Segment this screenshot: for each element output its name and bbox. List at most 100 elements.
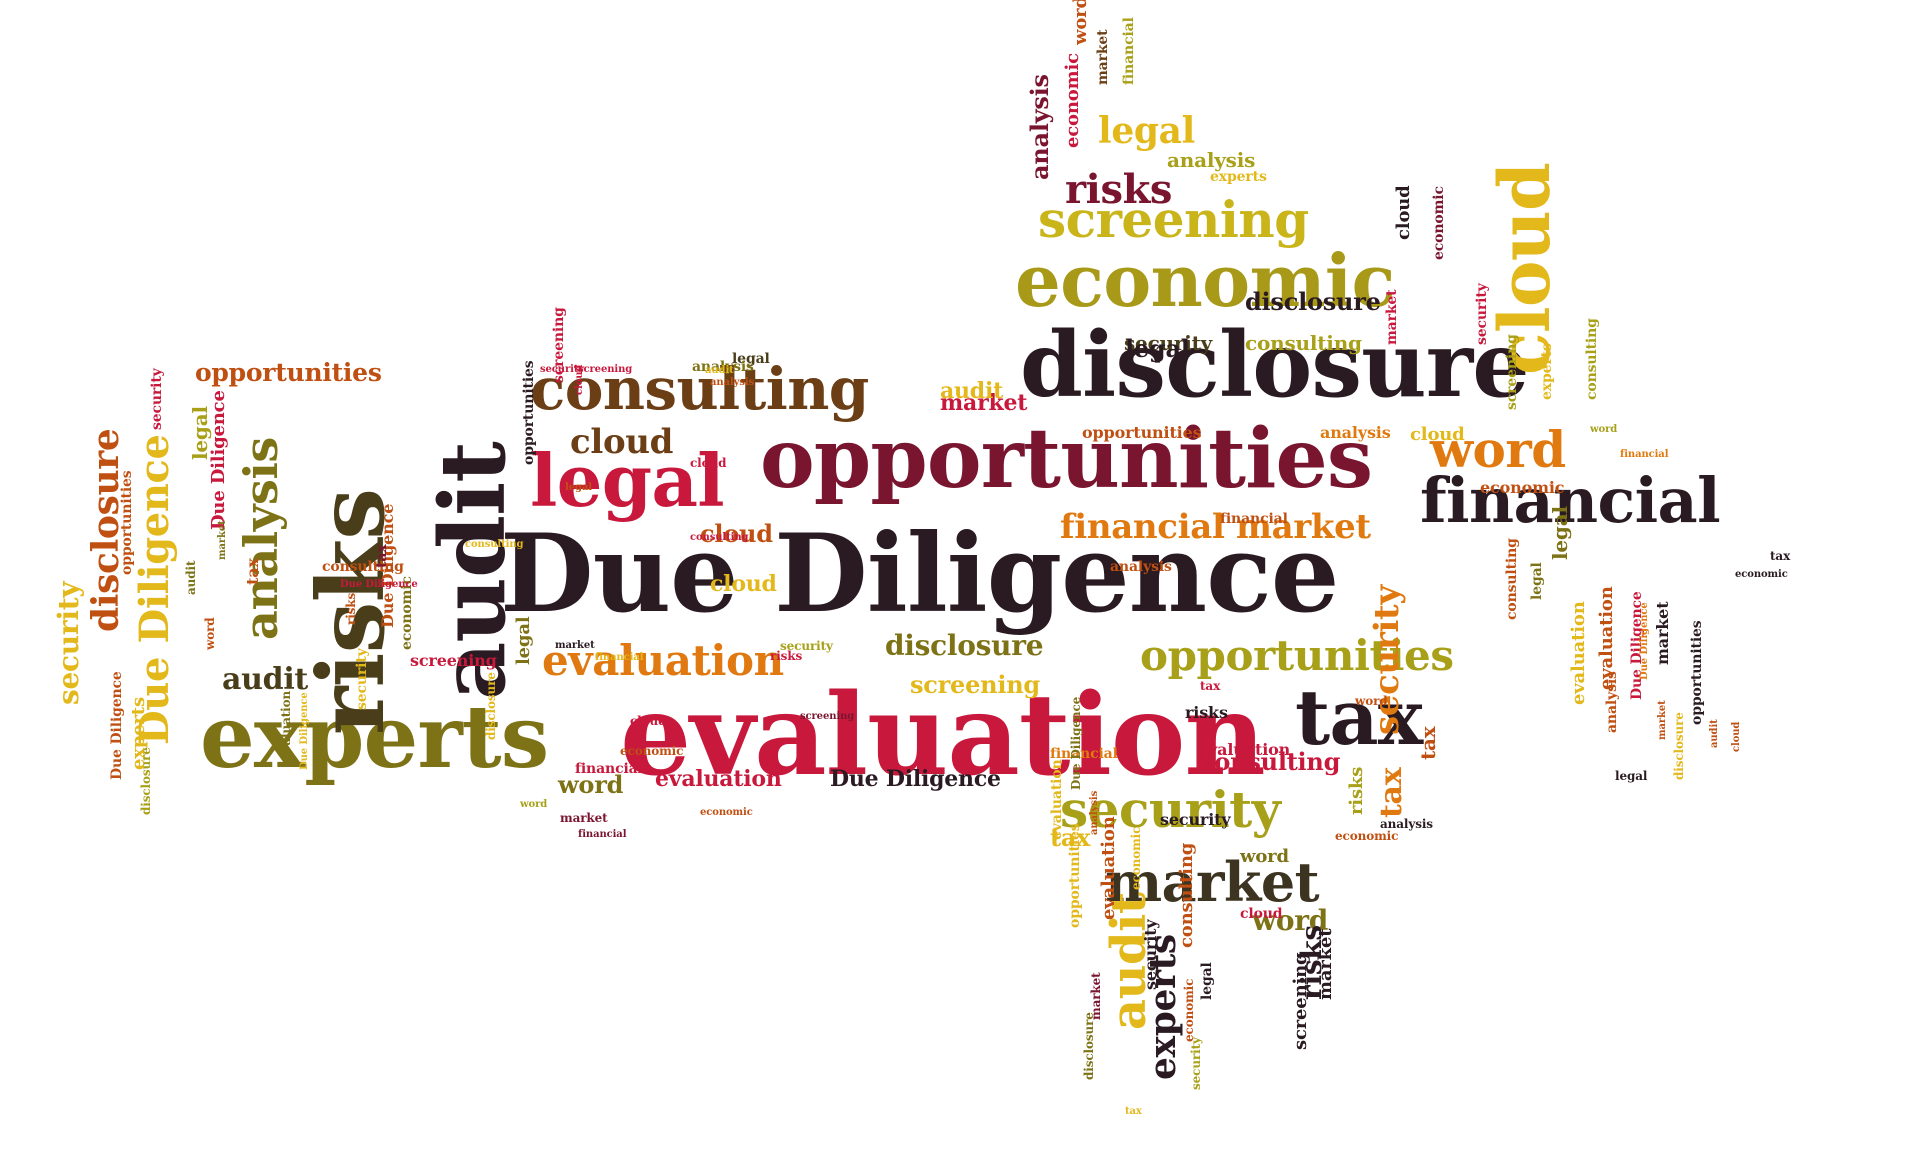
cloud-word: consulting [530,355,869,423]
cloud-word: word [1355,694,1388,708]
cloud-word: analysis [1320,423,1391,442]
cloud-word: market [1657,700,1668,740]
cloud-word: economic [700,807,753,818]
cloud-word: security [52,581,85,705]
cloud-word: disclosure [484,672,498,740]
cloud-word: screening [800,711,855,722]
cloud-word: word [558,770,624,799]
cloud-word: word [1252,904,1328,937]
cloud-word: market [560,811,608,825]
cloud-word: evaluation [655,766,782,792]
cloud-word: economic [1431,186,1447,260]
cloud-word: security [354,648,370,710]
cloud-word: legal [732,351,770,367]
cloud-word: evaluation [1198,740,1291,759]
cloud-word: opportunities [1140,631,1454,680]
cloud-word: tax [1050,823,1091,852]
cloud-word: financial [1620,449,1669,460]
cloud-word: word [1070,0,1091,45]
cloud-word: analysis [1167,148,1256,172]
cloud-word: legal [1529,562,1545,600]
cloud-word: Due Diligence [109,671,125,780]
cloud-word: consulting [322,559,404,575]
cloud-word: cloud [630,714,667,728]
cloud-word: security [1367,585,1407,735]
cloud-word: economic [1015,238,1395,323]
cloud-word: experts [1539,343,1555,400]
cloud-word: security [780,639,833,653]
cloud-word: market [940,390,1028,416]
cloud-word: analysis [692,359,754,375]
cloud-word: security [1124,331,1213,355]
cloud-word: evaluation [1049,759,1065,840]
cloud-word: economic [1480,478,1565,497]
cloud-word: security [1141,919,1160,990]
cloud-word: word [1590,424,1618,435]
cloud-word: analysis [1025,74,1054,180]
cloud-word: economic [1129,826,1143,890]
cloud-word: Due Diligence [830,766,1001,792]
cloud-word: legal [1615,769,1648,783]
cloud-word: risks [344,592,358,625]
cloud-word: risks [1065,166,1173,213]
cloud-word: Due Diligence [1639,602,1650,680]
cloud-word: cloud [1410,424,1465,445]
cloud-word: experts [200,687,549,788]
cloud-word: audit [184,560,198,595]
cloud-word: cloud [1240,906,1283,922]
cloud-word: economic [1735,569,1788,580]
cloud-word: evaluation [542,636,784,685]
cloud-word: disclosure [139,747,153,815]
cloud-word: evaluation [279,690,293,760]
cloud-word: financial market [1060,507,1371,547]
cloud-word: analysis [1604,671,1620,733]
cloud-word: evaluation [1098,816,1119,920]
cloud-word: market [217,520,228,560]
cloud-word: tax [1770,549,1791,563]
cloud-word: screening [410,651,497,670]
cloud-word: security [1474,283,1490,345]
cloud-word: financial [1050,746,1118,762]
cloud-word: cloud [1393,185,1414,240]
cloud-word: disclosure [1245,287,1381,316]
cloud-word: tax [1200,679,1221,693]
cloud-word: cloud [710,571,777,597]
cloud-word: disclosure [1672,712,1686,780]
cloud-word: cloud [570,422,674,462]
cloud-word: analysis [1110,559,1172,575]
cloud-word: consulting [1584,318,1600,400]
cloud-word: analysis [234,437,288,640]
cloud-word: consulting [1200,747,1341,776]
cloud-word: evaluation [620,670,1266,801]
cloud-word: screening [1038,190,1309,249]
cloud-word: evaluation [1568,601,1589,705]
cloud-word: opportunities [1082,423,1202,442]
cloud-word: economic [1335,829,1399,843]
cloud-word: security [540,364,585,375]
cloud-word: screening [578,364,633,375]
cloud-word: screening [551,307,567,383]
cloud-word: market [1653,601,1672,665]
cloud-word: risks [770,649,803,663]
cloud-word: cloud [1731,721,1742,752]
cloud-word: opportunities [1689,620,1705,725]
cloud-word: risks [1346,766,1367,815]
cloud-word: opportunities [119,470,135,575]
cloud-word: tax [1295,673,1423,762]
cloud-word: financial [1121,17,1137,85]
cloud-word: consulting [1245,331,1362,355]
cloud-word: market [1095,29,1111,86]
cloud-word: legal [1199,962,1215,1000]
cloud-word: legal [1548,506,1572,560]
cloud-word: security [1060,780,1281,839]
cloud-word: opportunities [1067,823,1083,928]
cloud-word: economic [1062,53,1083,148]
cloud-word: consulting [465,539,524,550]
cloud-word: market [555,640,595,651]
cloud-word: screening [910,670,1040,699]
cloud-word: Due Diligence [208,390,229,530]
cloud-word: Due Diligence [299,692,310,770]
cloud-word: tax [1374,767,1409,818]
cloud-word: legal [565,482,592,493]
